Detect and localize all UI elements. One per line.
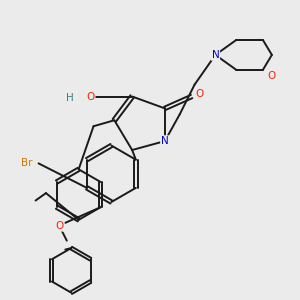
Text: H: H (66, 93, 74, 103)
Text: O: O (55, 221, 64, 231)
Text: O: O (86, 92, 95, 101)
Text: O: O (195, 88, 203, 98)
Text: O: O (268, 71, 276, 81)
Text: N: N (212, 50, 219, 60)
Text: Br: Br (21, 158, 32, 168)
Text: N: N (161, 136, 169, 146)
